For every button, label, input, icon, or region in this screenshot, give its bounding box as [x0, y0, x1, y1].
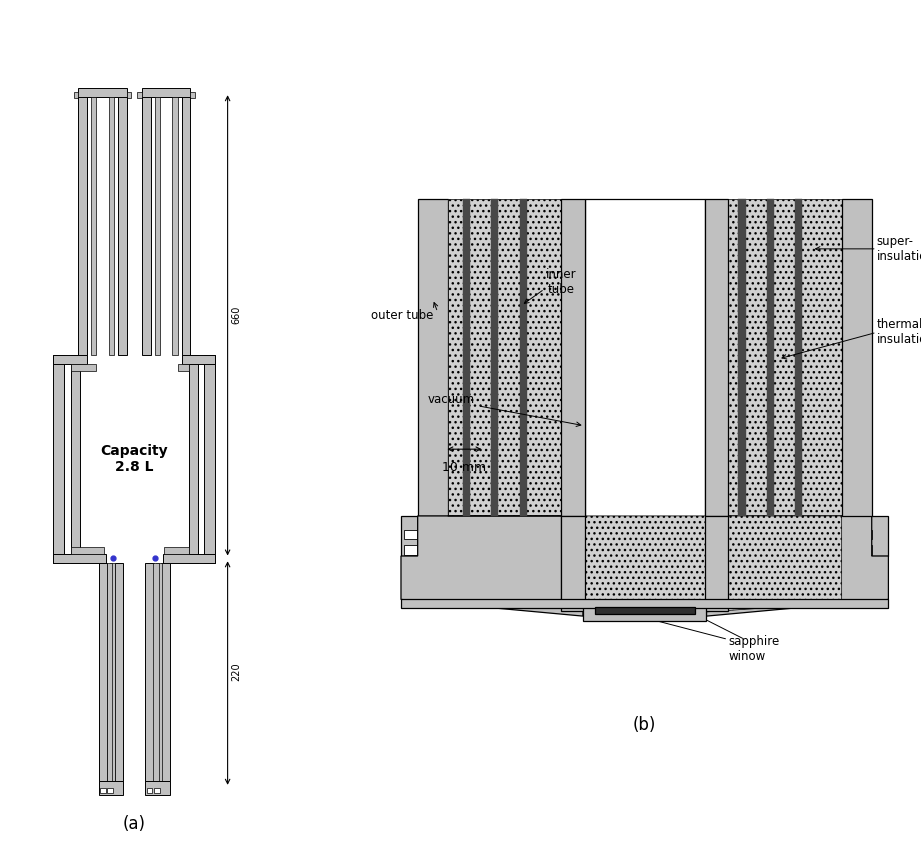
Bar — [99, 563, 107, 781]
Bar — [423, 530, 437, 539]
Bar — [401, 600, 889, 608]
Text: 10 mm: 10 mm — [442, 460, 486, 474]
Polygon shape — [706, 516, 889, 616]
Text: super-
insulation: super- insulation — [877, 235, 921, 263]
Bar — [857, 545, 871, 555]
Text: thermal-
insulation: thermal- insulation — [877, 318, 921, 346]
Bar — [74, 92, 78, 98]
Bar — [161, 563, 170, 781]
Polygon shape — [448, 516, 729, 616]
Polygon shape — [401, 516, 583, 616]
Text: sapphire
winow: sapphire winow — [729, 635, 779, 663]
Bar — [71, 354, 80, 563]
Bar — [53, 554, 106, 563]
Bar — [519, 198, 527, 516]
Bar — [165, 547, 189, 554]
Bar — [142, 88, 191, 97]
Bar — [107, 563, 112, 781]
Bar — [71, 364, 97, 371]
Bar — [404, 530, 419, 539]
Text: (b): (b) — [633, 717, 657, 734]
Bar — [71, 547, 104, 554]
Bar — [110, 563, 115, 781]
Bar — [404, 545, 419, 555]
Bar — [107, 789, 113, 793]
Bar — [448, 198, 561, 516]
Bar — [78, 88, 126, 97]
Polygon shape — [705, 516, 729, 611]
Polygon shape — [595, 607, 694, 615]
Bar — [191, 92, 195, 98]
Bar — [729, 198, 842, 516]
Text: inner
tube: inner tube — [546, 268, 577, 296]
Bar — [181, 354, 216, 364]
Bar — [146, 789, 152, 793]
Bar — [857, 530, 871, 539]
Bar — [137, 92, 142, 98]
Bar — [163, 554, 216, 563]
Bar — [115, 563, 123, 781]
Bar — [181, 97, 191, 354]
Bar — [78, 97, 87, 354]
Bar — [172, 97, 178, 354]
Bar — [842, 198, 871, 516]
Bar — [561, 198, 585, 516]
Bar — [91, 97, 97, 354]
Bar — [155, 97, 160, 354]
Text: 660: 660 — [231, 305, 241, 324]
Bar — [835, 516, 889, 556]
Bar — [53, 354, 64, 563]
Bar — [157, 563, 162, 781]
Bar — [118, 97, 126, 354]
Bar — [53, 354, 87, 364]
Bar — [142, 97, 151, 354]
Bar — [462, 198, 470, 516]
Bar — [417, 198, 448, 516]
Bar — [583, 606, 706, 621]
Bar — [204, 354, 216, 563]
Bar — [146, 781, 170, 795]
Bar — [491, 198, 498, 516]
Text: 220: 220 — [231, 662, 241, 681]
Bar — [153, 563, 159, 781]
Bar — [838, 530, 854, 539]
Polygon shape — [561, 516, 585, 611]
Polygon shape — [645, 516, 842, 616]
Text: Capacity
2.8 L: Capacity 2.8 L — [100, 444, 169, 474]
Text: outer tube: outer tube — [371, 310, 433, 322]
Bar — [838, 545, 854, 555]
Text: (a): (a) — [122, 815, 146, 833]
Bar — [126, 92, 131, 98]
Text: vacuum: vacuum — [427, 393, 475, 405]
Bar — [178, 364, 189, 371]
Bar — [401, 516, 454, 556]
Bar — [739, 198, 745, 516]
Bar — [705, 198, 729, 516]
Bar — [154, 789, 159, 793]
Bar — [766, 198, 774, 516]
Bar — [99, 781, 123, 795]
Bar — [795, 198, 802, 516]
Bar — [585, 198, 705, 516]
Bar — [423, 545, 437, 555]
Bar — [100, 789, 106, 793]
Bar — [109, 97, 114, 354]
Bar — [189, 354, 198, 563]
Bar — [146, 563, 154, 781]
